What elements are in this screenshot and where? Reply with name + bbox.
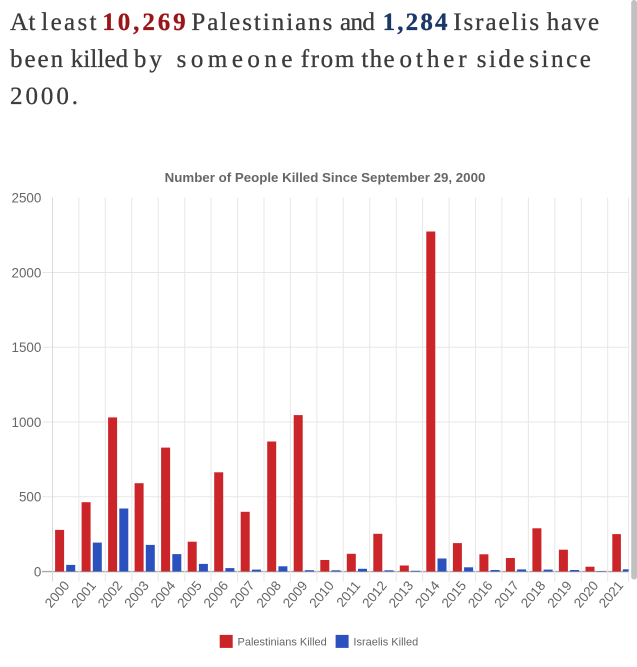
svg-text:Israelis Killed: Israelis Killed [353, 637, 418, 649]
svg-text:2008: 2008 [253, 578, 284, 610]
svg-text:500: 500 [19, 490, 41, 505]
svg-text:2009: 2009 [280, 578, 311, 610]
svg-text:2010: 2010 [306, 578, 337, 610]
svg-text:2016: 2016 [465, 578, 496, 610]
svg-text:Number of People Killed Since: Number of People Killed Since September … [165, 170, 486, 185]
svg-text:0: 0 [34, 564, 41, 579]
svg-text:2002: 2002 [95, 578, 126, 610]
svg-text:2021: 2021 [596, 578, 627, 610]
svg-text:2007: 2007 [227, 578, 258, 610]
svg-text:2020: 2020 [571, 578, 602, 610]
svg-text:2006: 2006 [201, 578, 232, 610]
svg-text:2005: 2005 [174, 578, 205, 610]
svg-text:1000: 1000 [12, 415, 42, 430]
svg-text:2000: 2000 [12, 265, 42, 280]
svg-text:2014: 2014 [412, 578, 443, 611]
svg-text:2000: 2000 [42, 578, 73, 610]
svg-text:2013: 2013 [386, 578, 417, 610]
svg-text:2018: 2018 [518, 578, 549, 610]
svg-text:Palestinians Killed: Palestinians Killed [238, 637, 327, 649]
svg-text:2012: 2012 [359, 578, 390, 610]
svg-text:2011: 2011 [333, 578, 363, 610]
svg-text:1500: 1500 [12, 340, 42, 355]
svg-text:2015: 2015 [439, 578, 470, 610]
svg-text:2500: 2500 [12, 191, 42, 206]
svg-text:2004: 2004 [148, 578, 179, 611]
svg-text:2019: 2019 [544, 578, 575, 610]
svg-text:2001: 2001 [68, 578, 99, 610]
svg-text:2017: 2017 [491, 578, 522, 610]
svg-text:2003: 2003 [121, 578, 152, 610]
